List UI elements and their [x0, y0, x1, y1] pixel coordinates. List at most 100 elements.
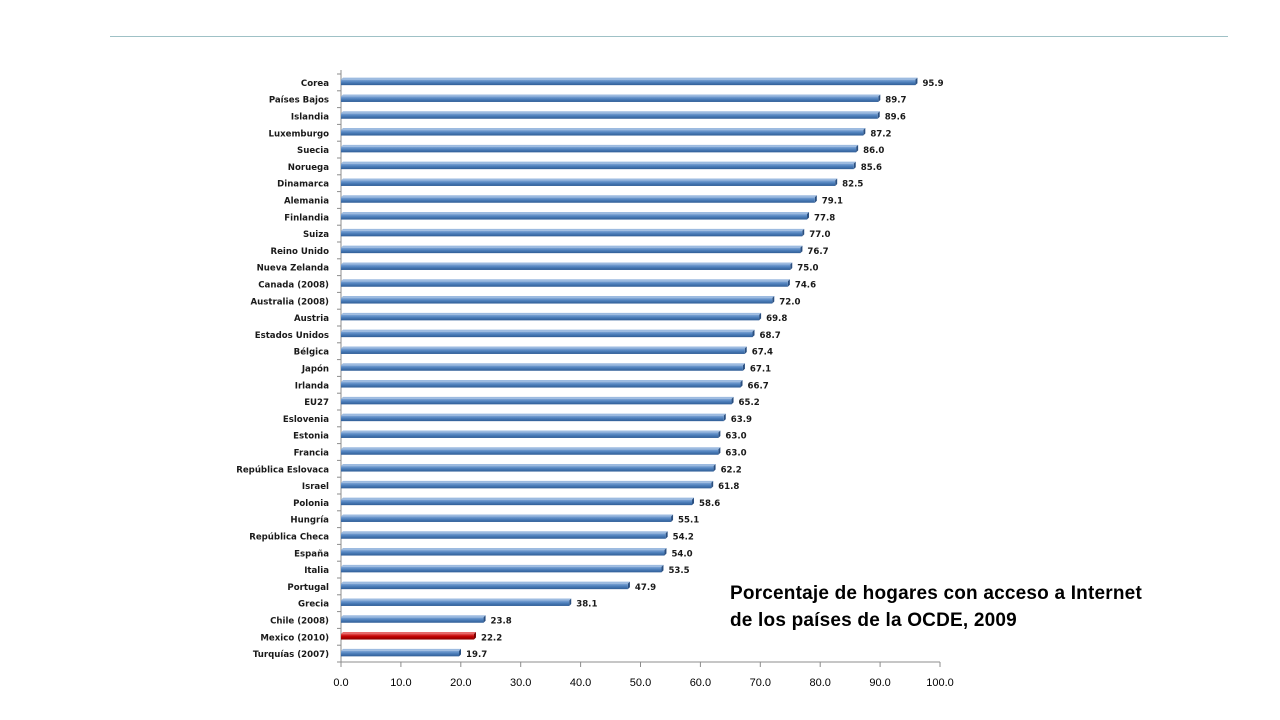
- bar-top-face: [341, 329, 755, 332]
- value-label: 89.6: [885, 113, 906, 123]
- bar-end-face: [661, 564, 664, 573]
- bar-end-face: [856, 144, 859, 153]
- bar-end-face: [752, 329, 755, 338]
- category-label: Francia: [294, 449, 330, 459]
- category-label: Reino Unido: [270, 247, 329, 257]
- bar-top-face: [341, 497, 695, 500]
- bar: [341, 247, 801, 254]
- category-label: Noruega: [288, 163, 329, 173]
- bar-end-face: [915, 77, 918, 86]
- value-label: 66.7: [748, 381, 769, 391]
- bar-end-face: [459, 648, 462, 657]
- bar-top-face: [341, 581, 630, 584]
- bar: [341, 650, 460, 657]
- bar: [341, 331, 753, 338]
- category-label: Alemania: [284, 197, 329, 207]
- bar: [341, 146, 857, 153]
- bar-top-face: [341, 144, 859, 147]
- bar-top-face: [341, 111, 880, 114]
- category-label: República Checa: [249, 533, 329, 543]
- bar: [341, 533, 666, 539]
- value-label: 61.8: [718, 482, 739, 492]
- bar-end-face: [814, 195, 817, 203]
- bar: [341, 415, 724, 422]
- bar-top-face: [341, 128, 866, 131]
- bar: [341, 348, 745, 354]
- bar-end-face: [723, 413, 726, 422]
- bar-top-face: [341, 94, 881, 97]
- bar-end-face: [863, 128, 866, 136]
- bar-end-face: [772, 296, 775, 304]
- bar-top-face: [341, 615, 486, 618]
- bar: [341, 482, 712, 489]
- bar-end-face: [713, 464, 716, 472]
- category-label: Eslovenia: [283, 415, 329, 425]
- bar-top-face: [341, 413, 726, 416]
- value-label: 22.2: [481, 633, 502, 643]
- bar-end-face: [759, 312, 762, 321]
- category-label: Canada (2008): [258, 281, 329, 291]
- bar-highlighted: [341, 634, 474, 640]
- x-tick-label: 70.0: [750, 677, 771, 689]
- bar: [341, 600, 570, 606]
- x-tick-label: 0.0: [333, 677, 348, 689]
- bar: [341, 314, 760, 321]
- bar: [341, 214, 808, 220]
- bar: [341, 298, 773, 304]
- bar-top-face: [341, 464, 716, 467]
- value-label: 69.8: [766, 314, 787, 324]
- x-tick-label: 100.0: [926, 677, 954, 689]
- x-tick-label: 20.0: [450, 677, 471, 689]
- bar: [341, 365, 743, 371]
- bar-top-face: [341, 245, 803, 248]
- bar: [341, 180, 836, 186]
- category-label: Chile (2008): [270, 617, 329, 627]
- bar: [341, 79, 916, 86]
- category-label: Suiza: [303, 230, 329, 240]
- value-label: 75.0: [797, 264, 818, 274]
- value-label: 63.0: [725, 432, 746, 442]
- value-label: 54.2: [673, 533, 694, 543]
- bar: [341, 466, 714, 472]
- category-label: Nueva Zelanda: [257, 264, 330, 274]
- category-label: Polonia: [293, 499, 329, 509]
- bar-end-face: [740, 380, 743, 388]
- category-label: Turquías (2007): [253, 650, 329, 660]
- bar-top-face: [341, 262, 793, 265]
- category-label: Luxemburgo: [269, 129, 330, 139]
- bar-top-face: [341, 648, 462, 651]
- value-label: 89.7: [885, 96, 906, 106]
- value-label: 68.7: [760, 331, 781, 341]
- bar-end-face: [473, 632, 476, 640]
- bar-end-face: [787, 279, 790, 287]
- value-label: 72.0: [779, 297, 800, 307]
- bar-top-face: [341, 380, 743, 383]
- bar: [341, 113, 878, 119]
- category-label: Dinamarca: [277, 180, 329, 190]
- value-label: 54.0: [671, 549, 692, 559]
- bar-top-face: [341, 228, 805, 231]
- bar-end-face: [627, 581, 630, 590]
- value-label: 63.0: [725, 449, 746, 459]
- bar: [341, 96, 879, 102]
- bar-end-face: [718, 447, 721, 455]
- value-label: 87.2: [870, 129, 891, 139]
- bar-top-face: [341, 564, 664, 567]
- bar-top-face: [341, 195, 817, 198]
- bar-top-face: [341, 514, 674, 517]
- category-label: República Eslovaca: [236, 465, 329, 475]
- value-label: 67.1: [750, 365, 771, 375]
- value-label: 62.2: [721, 465, 742, 475]
- x-tick-label: 80.0: [809, 677, 830, 689]
- bar: [341, 130, 864, 136]
- bar-top-face: [341, 531, 668, 534]
- bar-top-face: [341, 161, 856, 164]
- bar: [341, 583, 628, 590]
- bar-top-face: [341, 296, 775, 299]
- bar: [341, 516, 672, 522]
- category-label: Estados Unidos: [255, 331, 329, 341]
- category-label: Portugal: [287, 583, 329, 593]
- bar: [341, 398, 732, 405]
- category-label: Italia: [304, 566, 329, 576]
